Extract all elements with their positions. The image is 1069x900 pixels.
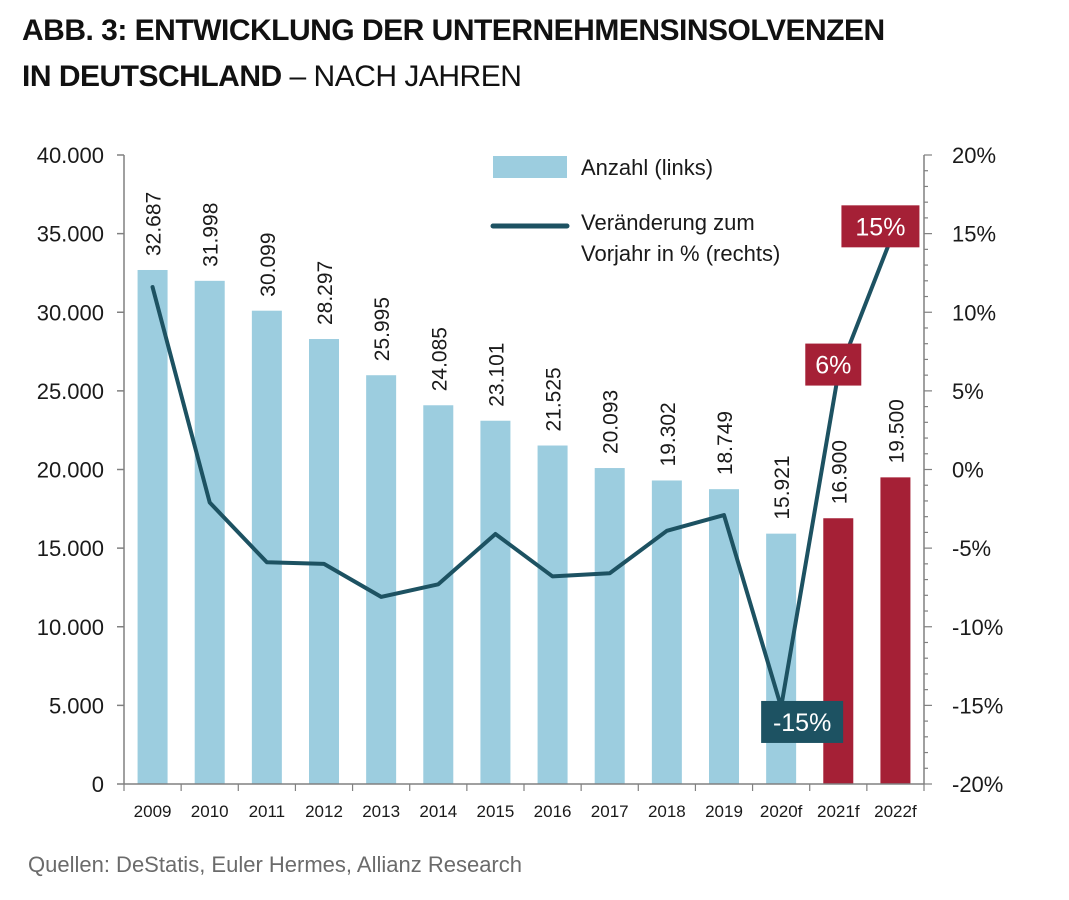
x-tick-label-2011: 2011 xyxy=(249,802,286,821)
title-line-2-rest: – NACH JAHREN xyxy=(281,60,522,93)
x-tick-label-2018: 2018 xyxy=(648,802,686,821)
left-tick-label: 0 xyxy=(92,772,104,797)
bar-2017 xyxy=(594,468,625,784)
bar-2019 xyxy=(709,489,739,784)
x-tick-label-2014: 2014 xyxy=(419,802,457,821)
change-line xyxy=(150,225,898,709)
bar-2010 xyxy=(194,280,225,784)
callout-box-2020f xyxy=(761,700,844,743)
title-line-2: IN DEUTSCHLAND – NACH JAHREN xyxy=(22,54,885,100)
x-tick-label-2010: 2010 xyxy=(191,802,229,821)
bar-2013 xyxy=(366,375,397,784)
left-tick-label: 20.000 xyxy=(37,458,104,483)
title-line-1: ABB. 3: ENTWICKLUNG DER UNTERNEHMENSINSO… xyxy=(22,14,885,47)
x-tick-label-2017: 2017 xyxy=(591,802,629,821)
left-tick-label: 5.000 xyxy=(49,693,104,718)
x-tick-label-2019: 2019 xyxy=(705,802,743,821)
bar-value-label-2011: 30.099 xyxy=(257,232,280,296)
bar-2015 xyxy=(480,420,511,784)
right-tick-label: -20% xyxy=(952,772,1003,797)
bar-2020f xyxy=(766,533,797,784)
title-line-2-bold: IN DEUTSCHLAND xyxy=(22,60,282,93)
left-tick-label: 25.000 xyxy=(37,379,104,404)
callout-box-2021f xyxy=(805,343,862,386)
source-note: Quellen: DeStatis, Euler Hermes, Allianz… xyxy=(28,852,522,877)
bar-2016 xyxy=(537,445,568,784)
right-tick-label: 5% xyxy=(952,379,984,404)
bar-value-label-2016: 21.525 xyxy=(543,367,566,431)
x-tick-label-2013: 2013 xyxy=(362,802,400,821)
bar-value-label-2012: 28.297 xyxy=(314,261,337,325)
bar-value-label-2019: 18.749 xyxy=(714,411,737,475)
left-tick-label: 15.000 xyxy=(37,536,104,561)
bar-2021f xyxy=(823,518,854,784)
left-tick-label: 30.000 xyxy=(37,300,104,325)
callout-label-2020f: -15% xyxy=(773,709,831,737)
bar-2014 xyxy=(423,405,454,784)
right-tick-label: 10% xyxy=(952,300,996,325)
bar-value-label-2017: 20.093 xyxy=(600,390,623,454)
legend-bar-label: Anzahl (links) xyxy=(581,155,713,180)
bar-2011 xyxy=(251,310,282,784)
bar-value-label-2021f: 16.900 xyxy=(828,440,851,504)
x-tick-label-2020f: 2020f xyxy=(760,802,803,821)
legend-bar-swatch xyxy=(493,156,567,178)
right-tick-label: -10% xyxy=(952,615,1003,640)
chart-title: ABB. 3: ENTWICKLUNG DER UNTERNEHMENSINSO… xyxy=(22,8,885,100)
callout-label-2022f: 15% xyxy=(855,213,905,241)
legend-line-label-1: Veränderung zum xyxy=(581,210,755,235)
left-tick-label: 10.000 xyxy=(37,615,104,640)
left-tick-label: 35.000 xyxy=(37,222,104,247)
legend-line-label-2: Vorjahr in % (rechts) xyxy=(581,241,780,266)
callout-box-2022f xyxy=(841,205,920,248)
callout-label-2021f: 6% xyxy=(815,352,851,380)
x-tick-label-2009: 2009 xyxy=(134,802,172,821)
bar-value-label-2009: 32.687 xyxy=(143,192,166,256)
bar-value-label-2014: 24.085 xyxy=(428,327,451,391)
left-tick-label: 40.000 xyxy=(37,143,104,168)
bar-value-label-2020f: 15.921 xyxy=(771,455,794,519)
bar-2009 xyxy=(137,269,168,784)
x-tick-label-2015: 2015 xyxy=(477,802,515,821)
x-tick-label-2021f: 2021f xyxy=(817,802,860,821)
bar-2012 xyxy=(309,339,339,784)
right-tick-label: 0% xyxy=(952,458,984,483)
bar-value-label-2018: 19.302 xyxy=(657,402,680,466)
bar-2022f xyxy=(880,477,911,784)
right-tick-label: -5% xyxy=(952,536,991,561)
bar-value-label-2015: 23.101 xyxy=(485,343,508,407)
right-tick-label: -15% xyxy=(952,693,1003,718)
x-tick-label-2016: 2016 xyxy=(534,802,572,821)
bar-value-label-2010: 31.998 xyxy=(200,203,223,267)
right-tick-label: 15% xyxy=(952,222,996,247)
x-tick-label-2022f: 2022f xyxy=(874,802,917,821)
bar-value-label-2022f: 19.500 xyxy=(885,399,908,463)
right-tick-label: 20% xyxy=(952,143,996,168)
x-tick-label-2012: 2012 xyxy=(305,802,343,821)
bar-value-label-2013: 25.995 xyxy=(371,297,394,361)
